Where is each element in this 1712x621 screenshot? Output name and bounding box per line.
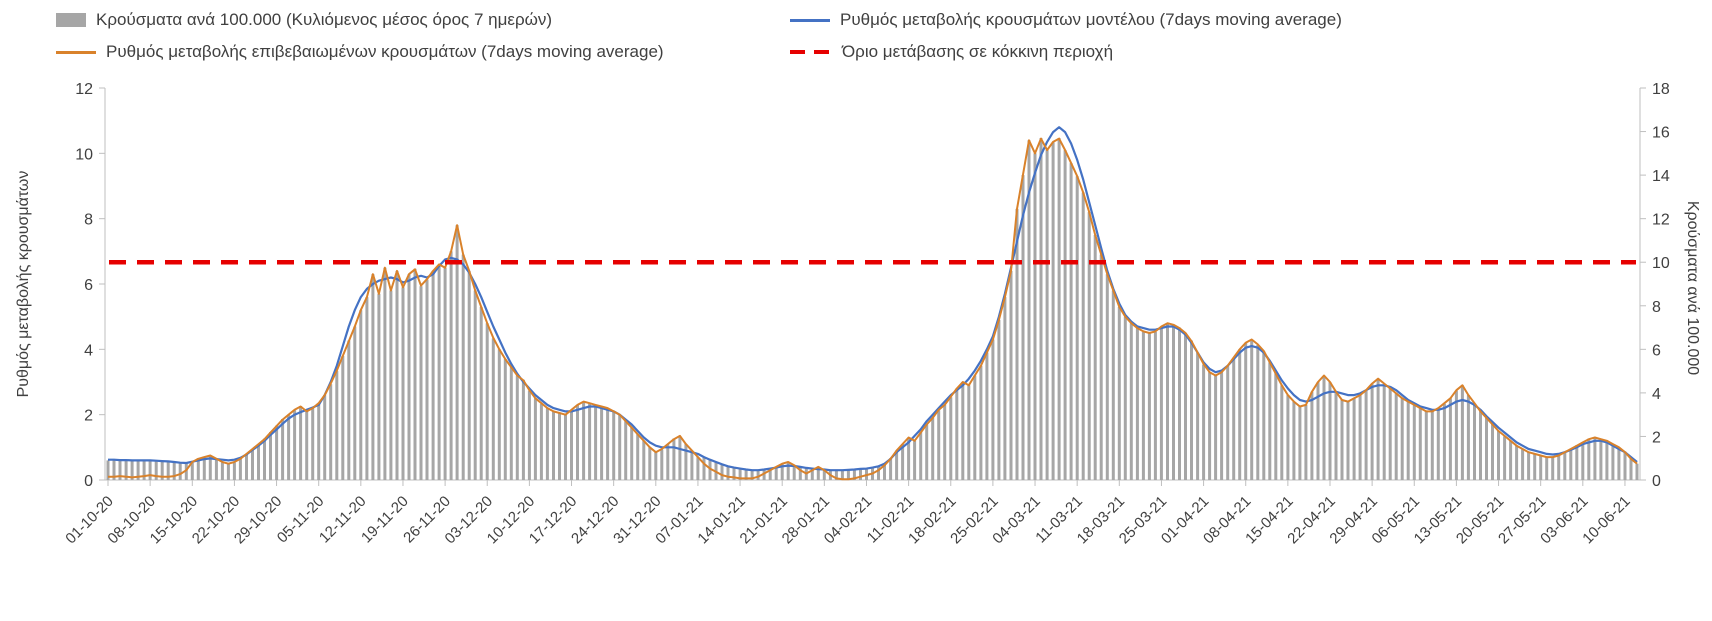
y-tick-label-right: 4	[1652, 386, 1661, 403]
y-tick-label-right: 14	[1652, 168, 1670, 185]
y-tick-label-left: 12	[75, 81, 93, 98]
right-axis-title: Κρούσματα ανά 100.000	[1684, 200, 1701, 376]
y-tick-label-left: 8	[84, 212, 93, 229]
y-tick-label-right: 6	[1652, 342, 1661, 359]
y-tick-label-right: 2	[1652, 429, 1661, 446]
legend-label-cases-bars: Κρούσματα ανά 100.000 (Κυλιόμενος μέσος …	[96, 10, 553, 29]
legend-label-model-line: Ρυθμός μεταβολής κρουσμάτων μοντέλου (7d…	[840, 10, 1342, 29]
line-swatch-confirmed-icon	[56, 50, 96, 54]
legend-label-confirmed-line: Ρυθμός μεταβολής επιβεβαιωμένων κρουσμάτ…	[106, 42, 664, 61]
dashed-line-swatch-icon	[790, 50, 832, 54]
confirmed-line	[108, 137, 1638, 481]
legend-item-model-line: Ρυθμός μεταβολής κρουσμάτων μοντέλου (7d…	[790, 10, 1342, 30]
y-tick-label-right: 0	[1652, 473, 1661, 490]
y-tick-label-right: 18	[1652, 81, 1670, 98]
y-tick-label-right: 12	[1652, 212, 1670, 229]
y-tick-label-right: 8	[1652, 299, 1661, 316]
bar-swatch-icon	[56, 13, 86, 27]
legend-item-cases-bars: Κρούσματα ανά 100.000 (Κυλιόμενος μέσος …	[56, 10, 552, 30]
bars-series	[106, 138, 1639, 481]
left-axis-title: Ρυθμός μεταβολής κρουσμάτων	[15, 170, 32, 398]
y-tick-label-left: 2	[84, 408, 93, 425]
y-tick-label-left: 0	[84, 473, 93, 490]
model-line	[108, 126, 1638, 472]
legend-label-threshold: Όριο μετάβασης σε κόκκινη περιοχή	[842, 42, 1114, 61]
y-tick-label-left: 4	[84, 342, 93, 359]
y-tick-label-right: 16	[1652, 125, 1670, 142]
line-swatch-model-icon	[790, 18, 830, 22]
y-tick-label-left: 10	[75, 146, 93, 163]
y-tick-label-right: 10	[1652, 255, 1670, 272]
legend-item-confirmed-line: Ρυθμός μεταβολής επιβεβαιωμένων κρουσμάτ…	[56, 42, 664, 62]
y-tick-label-left: 6	[84, 277, 93, 294]
legend-item-threshold: Όριο μετάβασης σε κόκκινη περιοχή	[790, 42, 1113, 62]
